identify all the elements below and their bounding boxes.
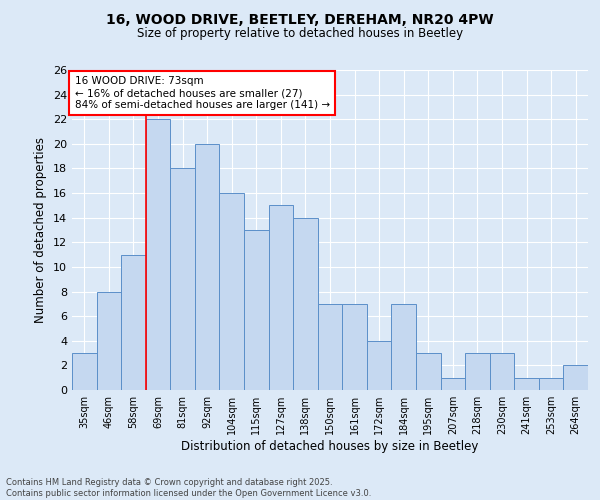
Bar (342, 304, 367, 390)
Bar (269, 206, 293, 390)
Bar (465, 353, 490, 390)
Bar (170, 168, 195, 390)
Bar (293, 218, 318, 390)
Bar (367, 341, 391, 390)
Bar (490, 353, 514, 390)
Text: 16 WOOD DRIVE: 73sqm
← 16% of detached houses are smaller (27)
84% of semi-detac: 16 WOOD DRIVE: 73sqm ← 16% of detached h… (74, 76, 330, 110)
Bar (539, 378, 563, 390)
Y-axis label: Number of detached properties: Number of detached properties (34, 137, 47, 323)
Bar (121, 254, 146, 390)
Bar (195, 144, 220, 390)
Text: Contains HM Land Registry data © Crown copyright and database right 2025.
Contai: Contains HM Land Registry data © Crown c… (6, 478, 371, 498)
Bar (146, 119, 170, 390)
Bar (416, 353, 440, 390)
Bar (72, 353, 97, 390)
Bar (440, 378, 465, 390)
Bar (97, 292, 121, 390)
Bar (563, 366, 588, 390)
Bar (220, 193, 244, 390)
X-axis label: Distribution of detached houses by size in Beetley: Distribution of detached houses by size … (181, 440, 479, 453)
Text: 16, WOOD DRIVE, BEETLEY, DEREHAM, NR20 4PW: 16, WOOD DRIVE, BEETLEY, DEREHAM, NR20 4… (106, 12, 494, 26)
Bar (391, 304, 416, 390)
Bar (318, 304, 342, 390)
Bar (514, 378, 539, 390)
Text: Size of property relative to detached houses in Beetley: Size of property relative to detached ho… (137, 28, 463, 40)
Bar (244, 230, 269, 390)
